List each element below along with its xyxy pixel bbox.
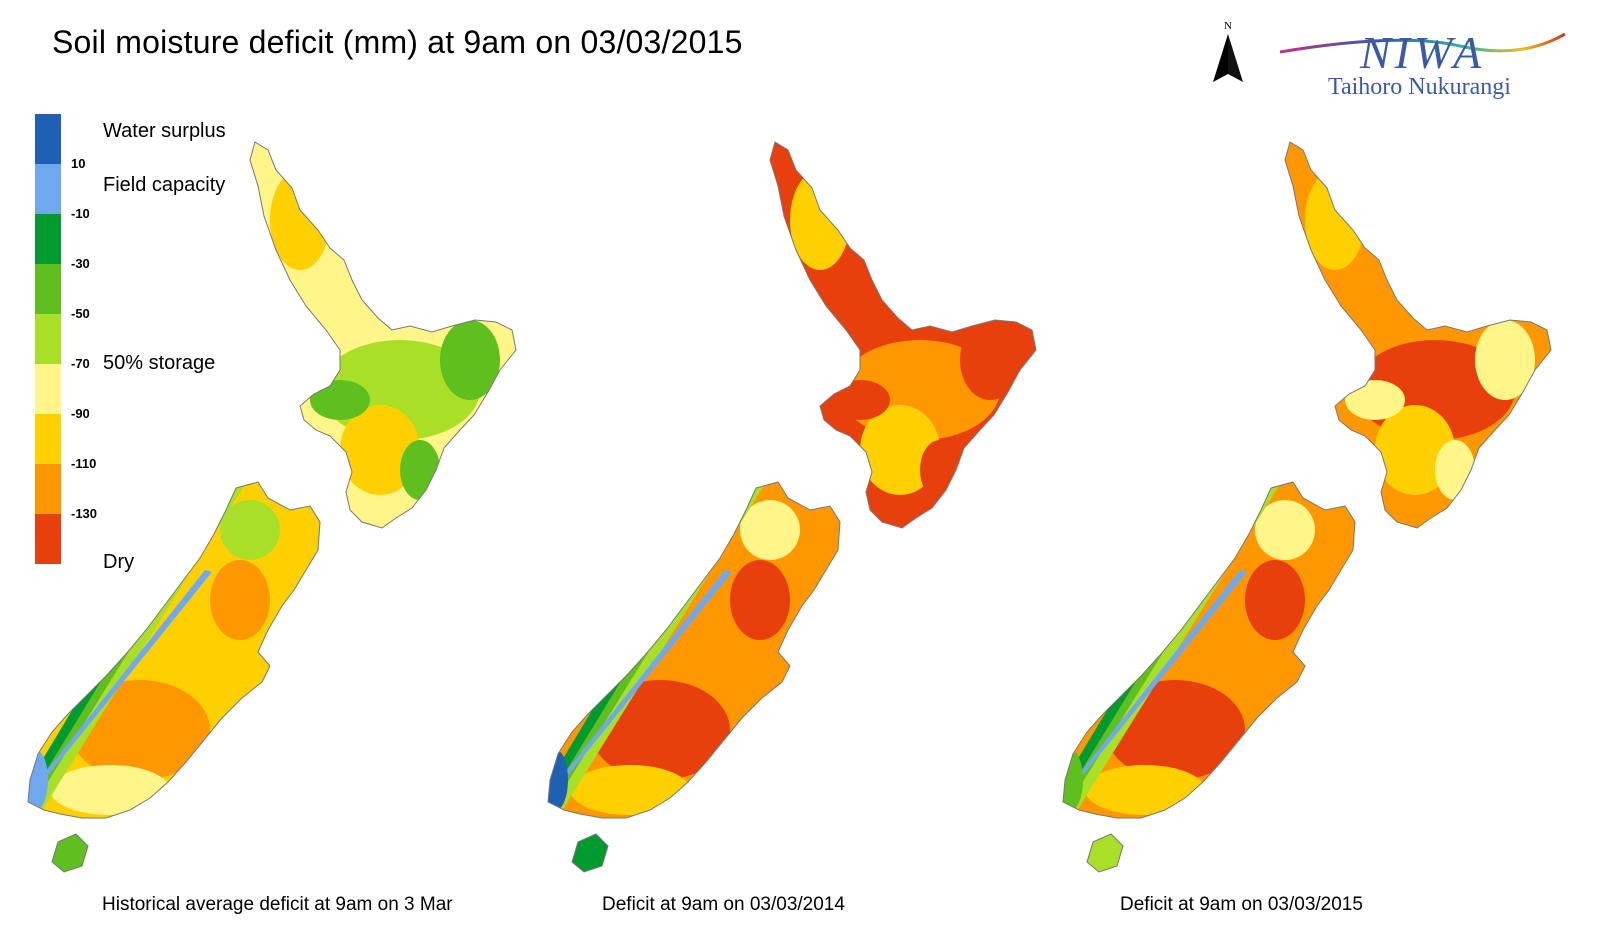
legend-tick-label: -70	[71, 356, 90, 371]
nz-map-icon	[1062, 141, 1552, 873]
legend-dry: Dry	[103, 551, 135, 573]
legend-swatch	[35, 414, 61, 464]
legend: 10 -10 -30 -50 -70 -90 -110 -130 Water surplus …	[35, 114, 255, 574]
legend-water-surplus: Water surplus	[103, 120, 226, 142]
legend-swatch	[35, 364, 61, 414]
south-island	[1063, 482, 1355, 818]
north-arrow-icon	[1213, 34, 1243, 82]
north-letter: N	[1224, 20, 1232, 32]
north-arrow: N	[1213, 20, 1247, 90]
legend-swatch	[35, 114, 61, 164]
legend-swatch	[35, 264, 61, 314]
caption-2014: Deficit at 9am on 03/03/2014	[602, 894, 845, 915]
logo-swoosh-icon	[1280, 32, 1566, 54]
legend-swatch	[35, 314, 61, 364]
map-title: Soil moisture deficit (mm) at 9am on 03/…	[52, 24, 743, 60]
map-panel-2014	[520, 130, 1060, 890]
niwa-logo: NIWA Taihoro Nukurangi	[1280, 12, 1580, 112]
legend-field-capacity: Field capacity	[103, 174, 226, 196]
logo-mark: NIWA	[1360, 27, 1486, 78]
north-island	[1285, 142, 1551, 528]
logo-subtitle: Taihoro Nukurangi	[1328, 74, 1511, 100]
legend-tick-label: -30	[71, 256, 90, 271]
stewart-island	[571, 833, 609, 873]
stewart-island	[1086, 833, 1124, 873]
map-panel-historical-average	[0, 130, 540, 890]
legend-swatch	[35, 164, 61, 214]
legend-tick-label: -90	[71, 406, 90, 421]
legend-swatch	[35, 214, 61, 264]
legend-tick-label: -10	[71, 206, 90, 221]
map-panel-2015	[1035, 130, 1575, 890]
south-island	[28, 482, 320, 818]
legend-tick-label: -110	[71, 456, 97, 471]
caption-2015: Deficit at 9am on 03/03/2015	[1120, 894, 1363, 915]
stewart-island	[51, 833, 89, 873]
legend-50-storage: 50% storage	[103, 352, 216, 374]
legend-tick-label: -130	[71, 506, 98, 521]
north-island	[250, 142, 516, 528]
nz-map-icon	[547, 141, 1037, 873]
nz-map-icon	[27, 141, 517, 873]
legend-swatch	[35, 464, 61, 514]
caption-historical-average: Historical average deficit at 9am on 3 M…	[102, 894, 453, 915]
south-island	[548, 482, 840, 818]
legend-tick-label: 10	[71, 156, 86, 171]
legend-tick-label: -50	[71, 306, 90, 321]
legend-swatch	[35, 514, 61, 564]
north-island	[770, 142, 1036, 528]
